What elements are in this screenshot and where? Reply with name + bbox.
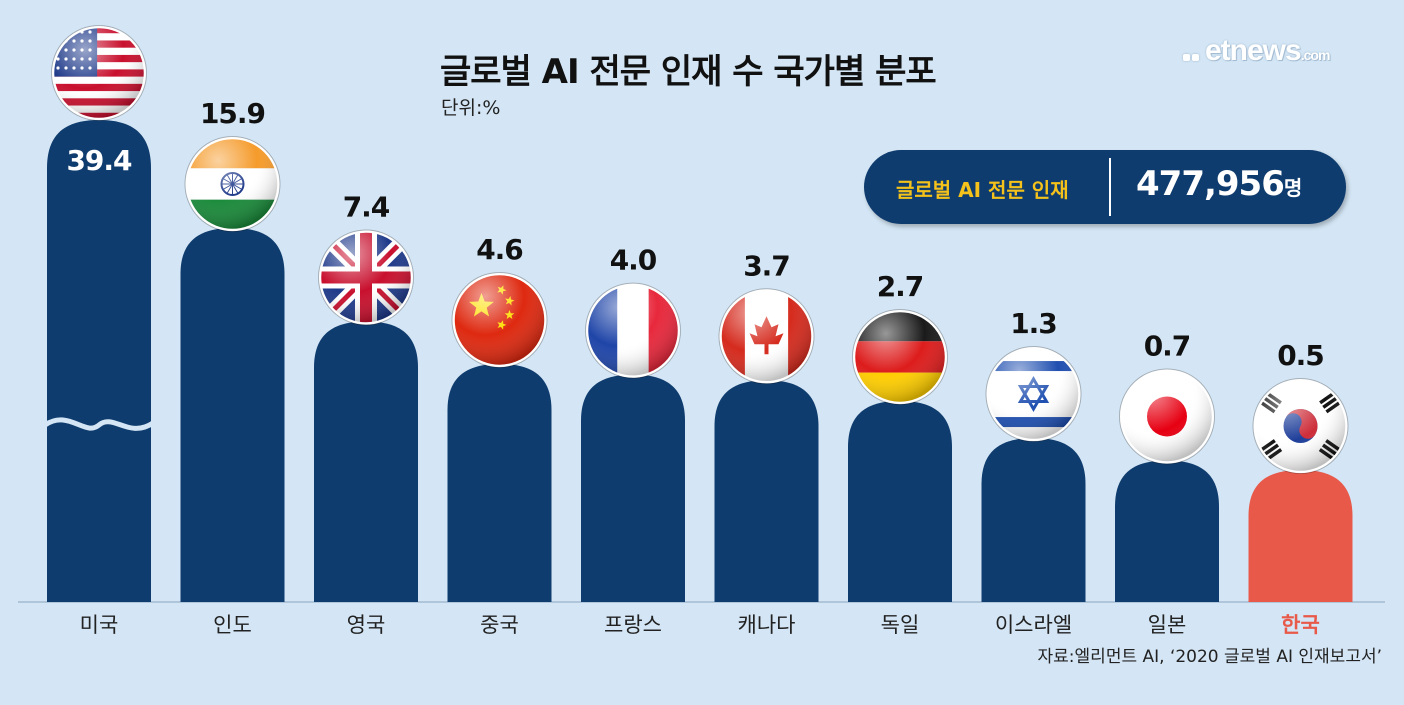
- china-flag-icon: [451, 271, 548, 368]
- value-label: 7.4: [343, 190, 390, 223]
- bar-group: 1.3 이스라엘: [981, 307, 1086, 637]
- category-label: 독일: [881, 613, 920, 637]
- bar-group: 39.4 미국: [43, 25, 155, 637]
- category-label: 인도: [213, 613, 252, 637]
- bar: [714, 380, 819, 602]
- israel-flag-icon: [985, 346, 1082, 443]
- bar-group: 4.6 중국: [447, 233, 552, 637]
- bar: [981, 438, 1086, 602]
- unit-label: 단위:%: [441, 97, 501, 119]
- japan-flag-icon: [1119, 368, 1215, 465]
- category-label: 한국: [1281, 613, 1320, 637]
- axis-break-mark: [43, 417, 155, 431]
- usa-flag-icon: [51, 25, 147, 121]
- korea-flag-icon: [1252, 378, 1349, 474]
- bar: [314, 321, 418, 602]
- bar: [848, 400, 952, 602]
- category-label: 이스라엘: [995, 613, 1072, 637]
- bar: [581, 374, 685, 602]
- germany-flag-icon: [852, 308, 948, 405]
- value-label: 1.3: [1010, 307, 1057, 340]
- total-value: 477,956명: [1136, 164, 1302, 204]
- category-label: 중국: [480, 613, 519, 637]
- value-label: 2.7: [877, 270, 924, 303]
- total-number: 477,956: [1136, 164, 1285, 204]
- category-label: 미국: [80, 613, 119, 637]
- bar: [180, 228, 285, 602]
- value-label: 3.7: [743, 249, 790, 282]
- bar-group: 2.7 독일: [848, 270, 952, 637]
- category-label: 프랑스: [604, 613, 662, 637]
- bar-group: 15.9 인도: [180, 97, 285, 637]
- bar-group: 0.7 일본: [1115, 329, 1219, 637]
- france-flag-icon: [585, 282, 681, 379]
- total-label: 글로벌 AI 전문 인재: [896, 178, 1069, 202]
- category-label: 캐나다: [738, 613, 796, 637]
- value-label: 0.7: [1144, 329, 1191, 362]
- value-label: 15.9: [200, 97, 265, 130]
- etnews-logo: etnews.com: [1183, 34, 1331, 69]
- bar-group: 0.5 한국: [1248, 339, 1353, 637]
- category-label: 영국: [347, 613, 386, 637]
- total-divider: [1109, 158, 1111, 216]
- logo-sub: .com: [1300, 47, 1331, 63]
- total-unit: 명: [1283, 176, 1303, 200]
- bar: [1248, 470, 1353, 602]
- bar-group: 4.0 프랑스: [581, 244, 685, 637]
- source-note: 자료:엘리먼트 AI, ‘2020 글로벌 AI 인재보고서’: [1037, 647, 1382, 667]
- value-label: 4.0: [610, 244, 657, 277]
- bar-group: 3.7 캐나다: [714, 249, 819, 637]
- bar: [47, 120, 151, 602]
- value-label: 4.6: [476, 233, 523, 266]
- total-talent-box: 글로벌 AI 전문 인재 477,956명: [864, 150, 1346, 224]
- bar: [1115, 460, 1219, 602]
- value-label: 39.4: [66, 144, 132, 177]
- category-label: 일본: [1148, 613, 1187, 637]
- uk-flag-icon: [318, 229, 414, 326]
- value-label: 0.5: [1277, 339, 1324, 372]
- bar-group: 7.4 영국: [314, 190, 418, 637]
- chart-title: 글로벌 AI 전문 인재 수 국가별 분포: [440, 52, 937, 92]
- india-flag-icon: [184, 136, 281, 232]
- canada-flag-icon: [718, 288, 815, 385]
- logo-text: etnews: [1205, 34, 1302, 67]
- logo-dots-icon: [1183, 35, 1201, 69]
- bar: [447, 363, 552, 602]
